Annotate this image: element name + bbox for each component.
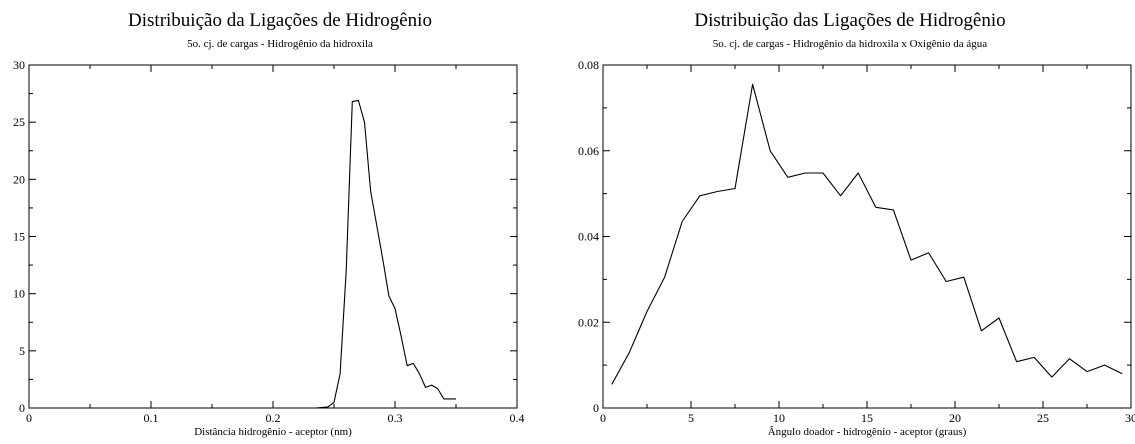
chart-plot-left: 0 0.1 0.2 0.3 0.4 0 5 10 15 20 25 30 Distância hidro… (13, 58, 525, 438)
x-tick-label: 0.3 (388, 411, 403, 425)
x-tick-label: 0 (26, 411, 32, 425)
y-tick-label: 0.02 (578, 315, 599, 329)
series-line (29, 99, 456, 409)
x-tick-label: 30 (1125, 411, 1135, 425)
x-tick-label: 5 (688, 411, 694, 425)
chart-plot-right: 0 5 10 15 20 25 30 0 0.02 0.04 0.06 0.08 Ângulo doad… (578, 58, 1135, 438)
y-tick-label: 0 (593, 401, 599, 415)
y-tick-label: 0.08 (578, 58, 599, 72)
chart-subtitle: 5o. cj. de cargas - Hidrogênio da hidrox… (187, 38, 373, 50)
series-line (611, 83, 1123, 385)
x-tick-label: 10 (773, 411, 785, 425)
y-tick-label: 0.04 (578, 230, 599, 244)
x-tick-label: 0.1 (144, 411, 159, 425)
chart-subtitle: 5o. cj. de cargas - Hidrogênio da hidrox… (712, 38, 988, 50)
y-tick-label: 15 (13, 230, 25, 244)
x-tick-label: 0 (600, 411, 606, 425)
y-tick-label: 5 (19, 344, 25, 358)
chart-panel-left: Distribuição da Ligações de Hidrogênio 5… (0, 0, 560, 444)
y-tick-label: 0.06 (578, 144, 599, 158)
x-axis-label: Ângulo doador - hidrogênio - aceptor (gr… (768, 426, 967, 438)
y-tick-label: 20 (13, 172, 25, 186)
y-tick-label: 0 (19, 401, 25, 415)
x-tick-label: 25 (1037, 411, 1049, 425)
y-tick-label: 10 (13, 287, 25, 301)
plot-frame (602, 64, 1132, 409)
x-tick-label: 15 (861, 411, 873, 425)
chart-title: Distribuição da Ligações de Hidrogênio (128, 10, 432, 31)
y-tick-label: 30 (13, 58, 25, 72)
plot-frame (28, 64, 518, 409)
x-tick-label: 20 (949, 411, 961, 425)
x-tick-label: 0.4 (510, 411, 525, 425)
x-axis-label: Distância hidrogênio - aceptor (nm) (194, 426, 352, 438)
chart-panel-right: Distribuição das Ligações de Hidrogênio … (565, 0, 1135, 444)
chart-title: Distribuição das Ligações de Hidrogênio (694, 10, 1006, 31)
x-tick-label: 0.2 (266, 411, 281, 425)
y-tick-label: 25 (13, 115, 25, 129)
